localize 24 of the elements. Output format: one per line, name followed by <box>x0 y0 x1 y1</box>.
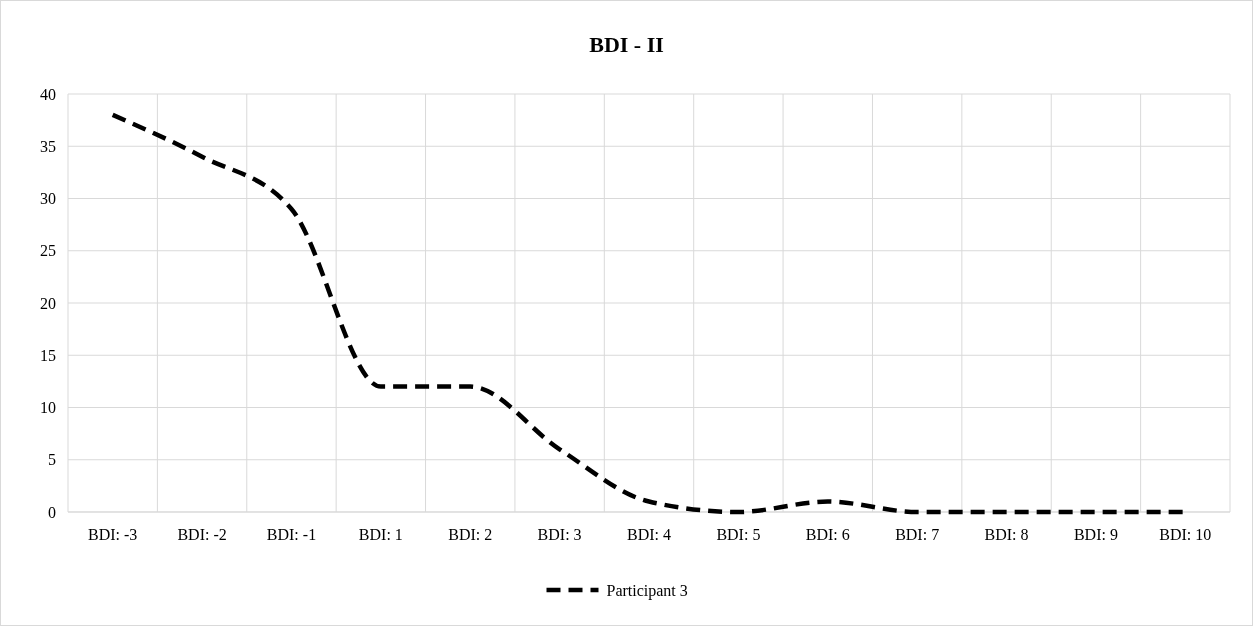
x-tick-label: BDI: 9 <box>1073 526 1118 543</box>
y-tick-label: 30 <box>40 190 56 208</box>
y-tick-label: 15 <box>40 346 56 364</box>
x-tick-label: BDI: 6 <box>805 526 850 543</box>
x-tick-label: BDI: -2 <box>177 526 227 543</box>
legend-label: Participant 3 <box>606 581 688 600</box>
y-tick-label: 40 <box>40 85 56 103</box>
y-tick-label: 0 <box>48 503 56 521</box>
y-tick-label: 20 <box>40 294 56 312</box>
chart-title: BDI - II <box>589 32 664 57</box>
x-tick-label: BDI: 2 <box>448 526 493 543</box>
x-tick-label: BDI: 7 <box>895 526 940 543</box>
y-tick-label: 35 <box>40 137 56 155</box>
x-tick-label: BDI: 3 <box>537 526 582 543</box>
x-tick-label: BDI: -1 <box>266 526 317 543</box>
x-tick-label: BDI: 4 <box>627 526 671 543</box>
y-tick-label: 10 <box>40 399 56 417</box>
y-tick-label: 25 <box>40 242 56 260</box>
x-tick-label: BDI: -3 <box>88 526 138 543</box>
x-tick-label: BDI: 8 <box>984 526 1029 543</box>
x-tick-label: BDI: 1 <box>358 526 403 543</box>
x-tick-label: BDI: 10 <box>1159 526 1212 543</box>
y-tick-label: 5 <box>48 451 56 469</box>
x-tick-label: BDI: 5 <box>716 526 761 543</box>
